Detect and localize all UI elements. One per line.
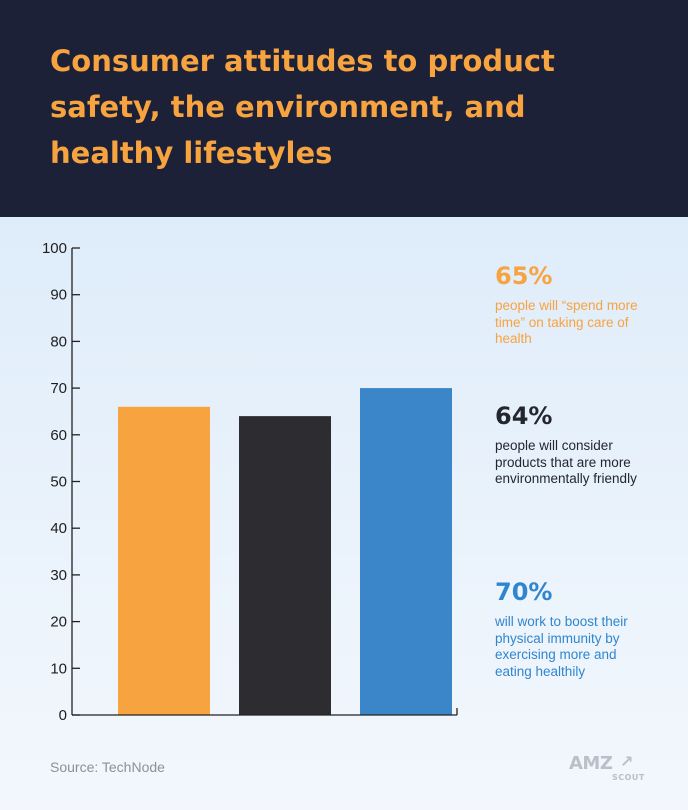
y-tick-label: 50: [50, 474, 67, 491]
bars-group: [118, 388, 452, 715]
logo-main-text: AMZ: [569, 753, 613, 774]
source-note: Source: TechNode: [50, 759, 165, 775]
y-tick-label: 40: [50, 520, 67, 537]
stat-environment-text: people will consider products that are m…: [495, 438, 637, 486]
y-tick-label: 0: [59, 707, 67, 724]
logo-arrow-icon: ↗: [620, 754, 634, 771]
page-title: Consumer attitudes to product safety, th…: [50, 44, 555, 170]
stat-immunity-value: 70%: [495, 578, 553, 606]
y-tick-label: 100: [42, 240, 67, 257]
logo-sub-text: SCOUT: [612, 773, 645, 782]
y-tick-label: 10: [50, 660, 67, 677]
bar-environment: [239, 416, 331, 715]
y-tick-label: 70: [50, 380, 67, 397]
stat-health: 65% people will “spend more time” on tak…: [495, 262, 645, 348]
stat-health-text: people will “spend more time” on taking …: [495, 298, 638, 346]
header-banner: Consumer attitudes to product safety, th…: [0, 0, 688, 217]
stat-immunity-text: will work to boost their physical immuni…: [495, 614, 628, 679]
stat-health-value: 65%: [495, 262, 553, 290]
bar-chart: 0 10 20 30 40 50 60 70 80 90 100: [42, 240, 458, 724]
y-ticks-group: 0 10 20 30 40 50 60 70 80 90 100: [42, 240, 80, 724]
stat-environment-value: 64%: [495, 402, 553, 430]
bar-health: [118, 406, 210, 715]
y-tick-label: 20: [50, 614, 67, 631]
y-tick-label: 80: [50, 333, 67, 350]
stat-immunity: 70% will work to boost their physical im…: [495, 578, 645, 680]
y-tick-label: 60: [50, 427, 67, 444]
y-tick-label: 30: [50, 567, 67, 584]
amz-scout-logo: AMZ ↗ SCOUT: [560, 752, 650, 786]
stat-environment: 64% people will consider products that a…: [495, 402, 645, 488]
bar-immunity: [360, 388, 452, 715]
y-tick-label: 90: [50, 287, 67, 304]
